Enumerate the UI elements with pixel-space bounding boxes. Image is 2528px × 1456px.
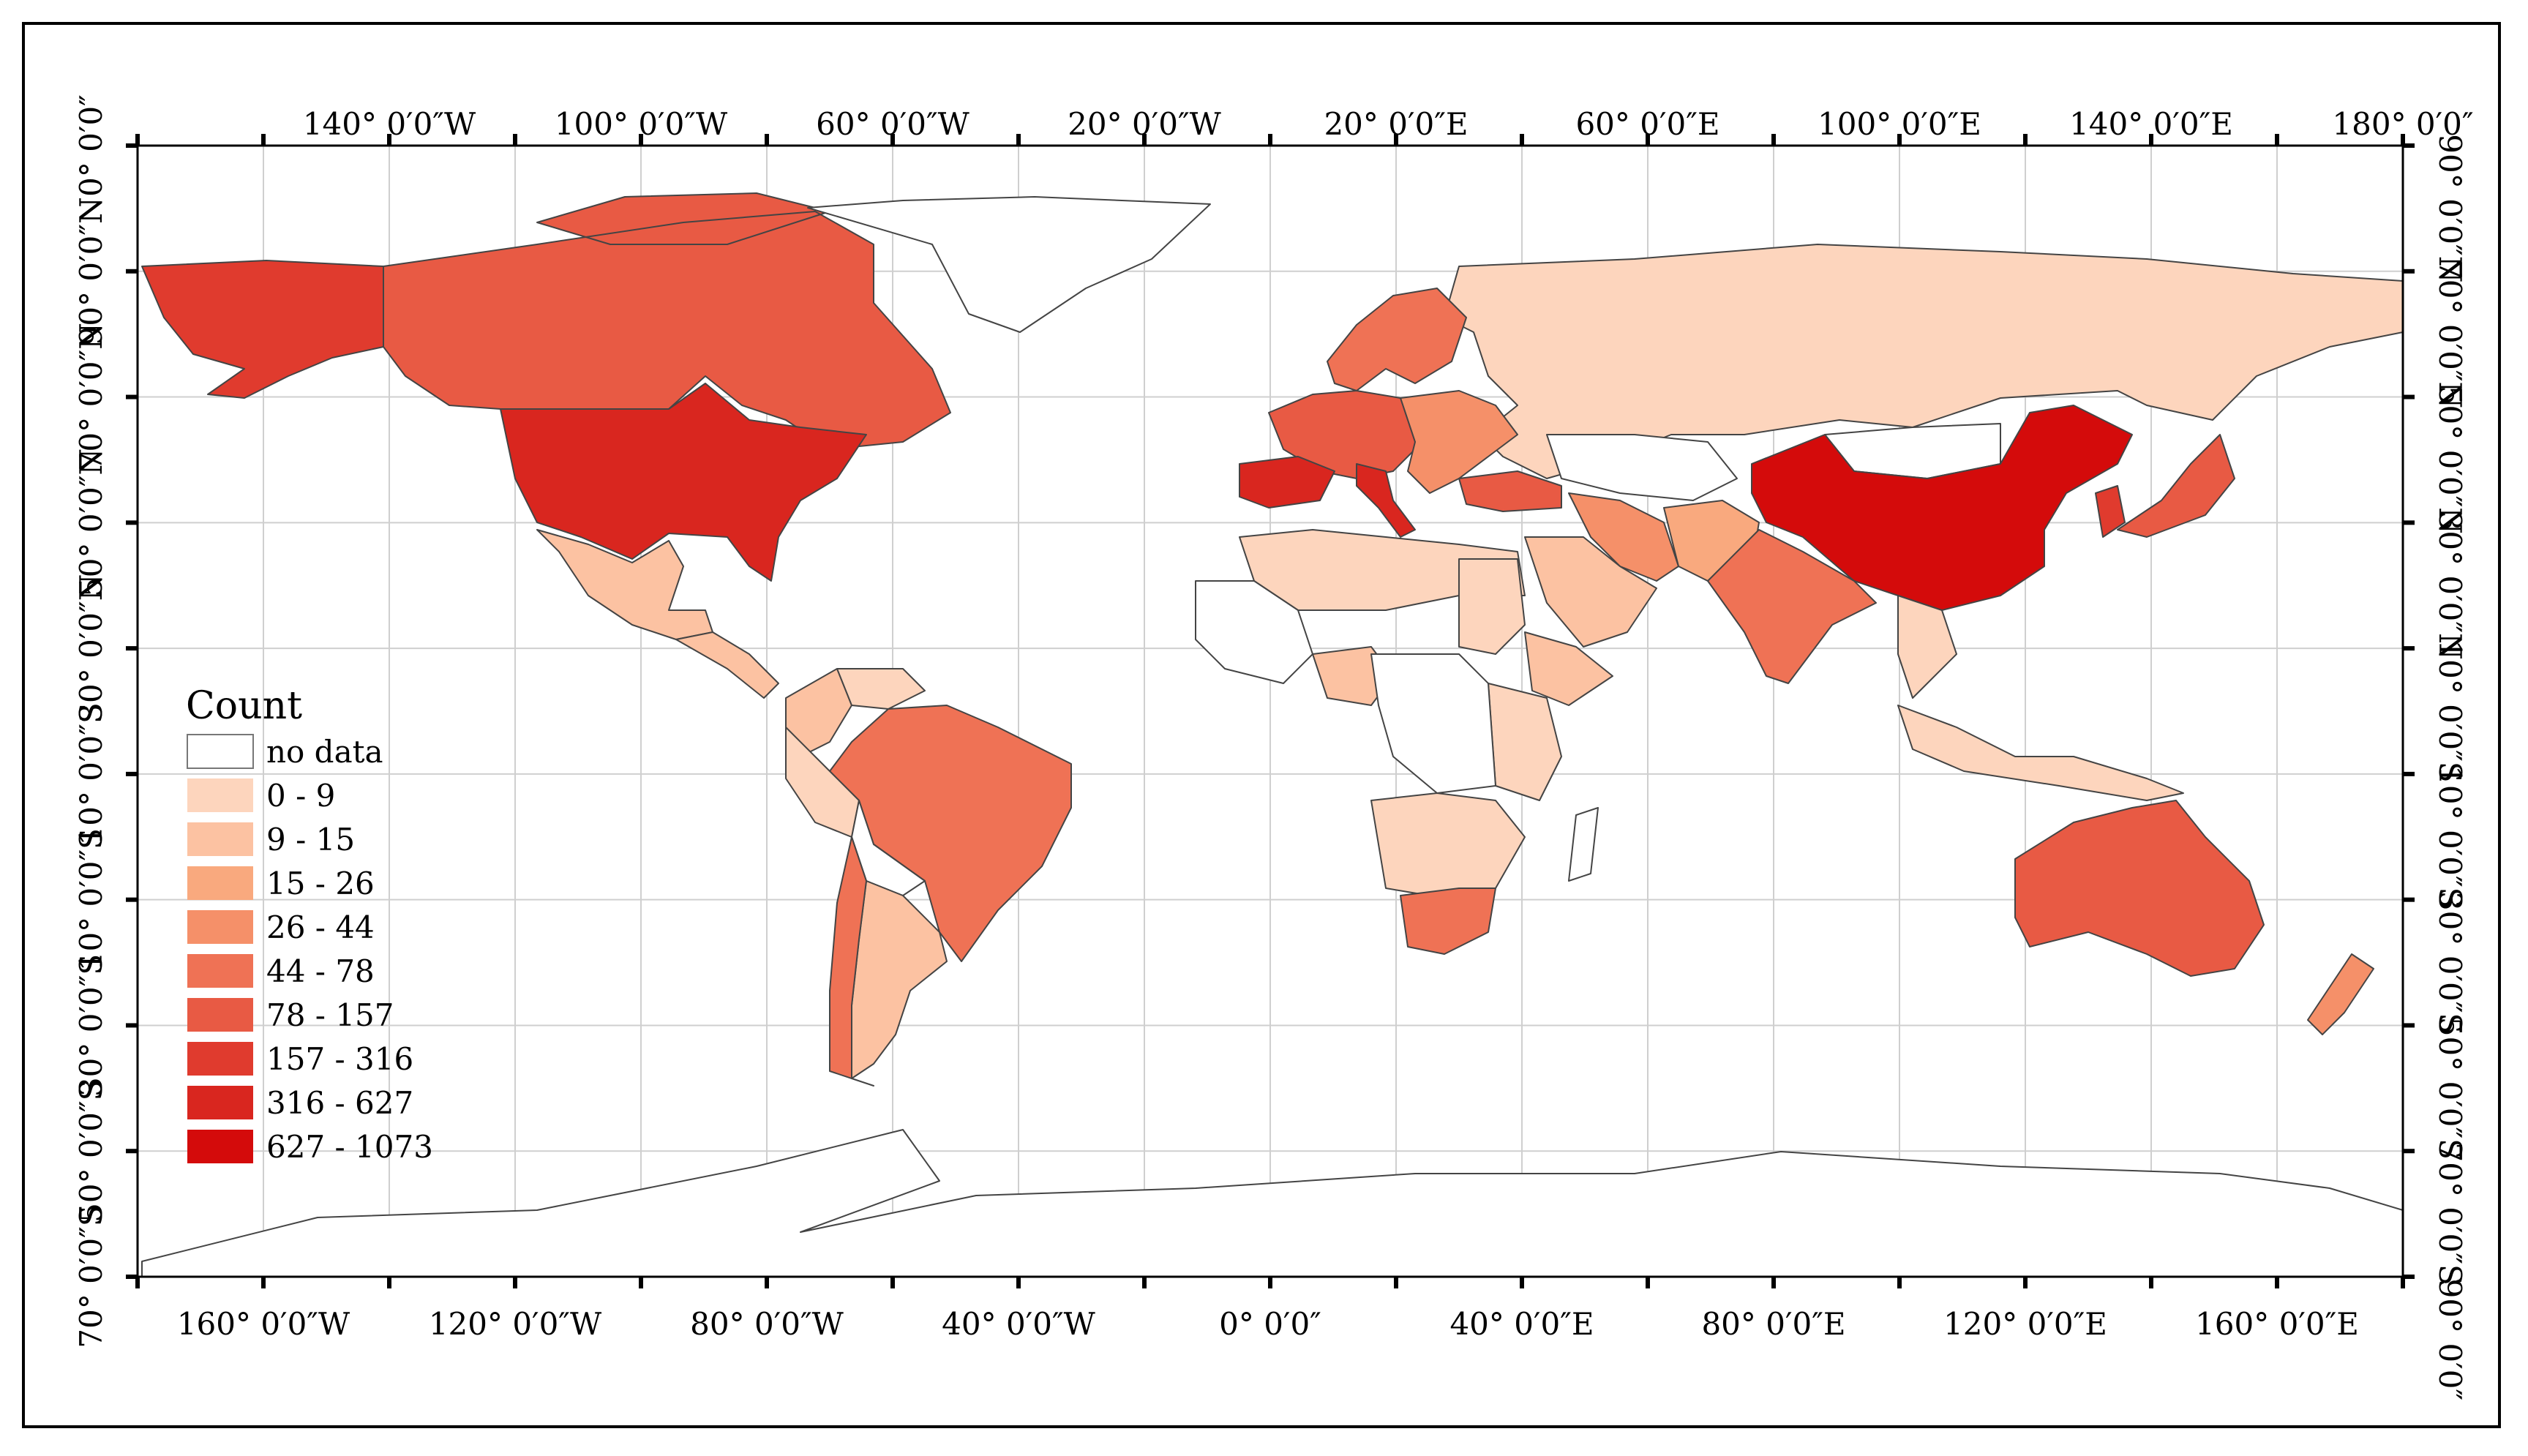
left-axis-label: 50° 0′0″N bbox=[73, 449, 109, 597]
right-axis-label: 50° 0′0″S bbox=[2432, 1017, 2468, 1160]
bottom-axis-label: 160° 0′0″E bbox=[2195, 1306, 2359, 1342]
right-axis-label: 70° 0′0″N bbox=[2432, 260, 2468, 408]
left-axis-label: 10° 0′0″S bbox=[73, 828, 109, 971]
region-ethiopia bbox=[1524, 631, 1613, 706]
legend-swatch bbox=[187, 866, 253, 900]
left-axis-label: 30° 0′0″S bbox=[73, 954, 109, 1097]
legend-swatch bbox=[187, 998, 253, 1032]
bottom-axis-label: 120° 0′0″W bbox=[429, 1306, 602, 1342]
region-china bbox=[1751, 405, 2133, 611]
world-choropleth-map: 140° 0′0″W 100° 0′0″W 60° 0′0″W 20° 0′0″W 20… bbox=[73, 94, 2474, 1400]
top-axis-label: 140° 0′0″W bbox=[303, 106, 476, 142]
region-central-africa bbox=[1370, 653, 1496, 794]
legend-title: Count bbox=[186, 684, 302, 728]
region-west-africa bbox=[1195, 580, 1313, 684]
legend-label: 0 - 9 bbox=[266, 778, 335, 814]
region-south-africa bbox=[1400, 888, 1496, 955]
bottom-axis-label: 80° 0′0″W bbox=[690, 1306, 844, 1342]
region-southeast-asia bbox=[1897, 595, 1957, 699]
region-chile bbox=[829, 836, 874, 1087]
legend-label: 157 - 316 bbox=[266, 1041, 413, 1077]
bottom-axis-label: 40° 0′0″W bbox=[942, 1306, 1095, 1342]
right-axis-label: 10° 0′0″S bbox=[2432, 639, 2468, 782]
top-axis-label: 20° 0′0″E bbox=[1324, 106, 1468, 142]
region-scandinavia bbox=[1327, 288, 1467, 391]
legend-label: 316 - 627 bbox=[266, 1085, 413, 1121]
legend-swatch bbox=[187, 954, 253, 988]
top-axis-label: 100° 0′0″W bbox=[555, 106, 728, 142]
legend-label: 44 - 78 bbox=[266, 953, 375, 989]
region-japan bbox=[2117, 434, 2235, 538]
region-russia bbox=[1444, 244, 2404, 479]
legend-swatch bbox=[187, 1042, 253, 1076]
region-italy bbox=[1356, 463, 1416, 538]
right-axis-label: 30° 0′0″S bbox=[2432, 891, 2468, 1034]
legend-label: 78 - 157 bbox=[266, 997, 394, 1033]
region-venezuela bbox=[836, 668, 926, 710]
region-east-africa bbox=[1488, 683, 1562, 801]
legend-label: 627 - 1073 bbox=[266, 1129, 433, 1165]
region-sudan bbox=[1458, 558, 1526, 655]
bottom-axis-label: 80° 0′0″E bbox=[1701, 1306, 1845, 1342]
region-mexico bbox=[536, 529, 713, 640]
legend-label: 15 - 26 bbox=[266, 866, 375, 901]
legend-swatch bbox=[187, 1086, 253, 1119]
left-axis-label: 10° 0′0″S bbox=[73, 702, 109, 845]
region-kazakhstan bbox=[1546, 434, 1738, 501]
left-axis-label: 0° 0′0″ bbox=[73, 94, 109, 197]
left-axis-label: 50° 0′0″S bbox=[73, 1080, 109, 1223]
region-argentina bbox=[851, 880, 948, 1079]
region-india bbox=[1707, 529, 1877, 684]
region-new-zealand bbox=[2307, 953, 2374, 1035]
top-axis-label: 100° 0′0″E bbox=[1818, 106, 1981, 142]
region-saudi-arabia bbox=[1524, 536, 1657, 648]
bottom-axis-label: 40° 0′0″E bbox=[1449, 1306, 1594, 1342]
region-greenland bbox=[807, 196, 1211, 333]
legend-label: no data bbox=[266, 734, 383, 770]
right-axis-label: 10° 0′0″S bbox=[2432, 765, 2468, 908]
legend-swatch bbox=[187, 734, 254, 769]
region-southern-africa bbox=[1370, 792, 1526, 896]
left-axis-label: 30° 0′0″N bbox=[73, 574, 109, 723]
right-axis-label: 90° 0′0″N bbox=[2432, 134, 2468, 282]
bottom-axis-label: 0° 0′0″ bbox=[1219, 1306, 1321, 1342]
region-australia bbox=[2014, 800, 2265, 977]
top-axis-label: 60° 0′0″E bbox=[1575, 106, 1719, 142]
top-axis-label: 20° 0′0″W bbox=[1068, 106, 1221, 142]
legend-swatch bbox=[187, 778, 253, 812]
right-axis-label: 70° 0′0″S bbox=[2432, 1142, 2468, 1285]
legend: Count no data 0 - 9 9 - 15 15 - 26 26 - 44 44… bbox=[186, 684, 433, 1165]
left-axis-label: 70° 0′0″N bbox=[73, 323, 109, 471]
legend-swatch bbox=[187, 910, 253, 944]
legend-label: 9 - 15 bbox=[266, 822, 355, 858]
top-axis-label: 140° 0′0″E bbox=[2069, 106, 2233, 142]
legend-swatch bbox=[187, 1130, 253, 1163]
bottom-axis-label: 160° 0′0″W bbox=[177, 1306, 350, 1342]
right-axis-label: 30° 0′0″N bbox=[2432, 511, 2468, 660]
right-axis-label: 90° 0′0″ bbox=[2432, 1279, 2468, 1400]
map-frame: 140° 0′0″W 100° 0′0″W 60° 0′0″W 20° 0′0″W 20… bbox=[22, 22, 2501, 1428]
region-indonesia bbox=[1897, 705, 2184, 801]
left-axis-label: 90° 0′0″N bbox=[73, 197, 109, 345]
region-madagascar bbox=[1568, 807, 1599, 882]
region-central-america bbox=[675, 631, 779, 699]
region-eastern-europe bbox=[1400, 390, 1518, 494]
top-axis-label: 60° 0′0″W bbox=[816, 106, 969, 142]
region-iberia bbox=[1239, 456, 1335, 509]
region-iran bbox=[1568, 492, 1679, 582]
region-korea bbox=[2095, 485, 2126, 538]
region-turkey bbox=[1458, 470, 1562, 512]
region-alaska bbox=[141, 260, 384, 399]
bottom-axis-label: 120° 0′0″E bbox=[1943, 1306, 2107, 1342]
region-usa bbox=[500, 383, 867, 582]
left-axis-label: 70° 0′0″S bbox=[73, 1205, 109, 1348]
top-axis-label: 180° 0′0″ bbox=[2332, 106, 2473, 142]
right-axis-label: 50° 0′0″N bbox=[2432, 386, 2468, 534]
legend-label: 26 - 44 bbox=[266, 909, 375, 945]
legend-swatch bbox=[187, 822, 253, 856]
